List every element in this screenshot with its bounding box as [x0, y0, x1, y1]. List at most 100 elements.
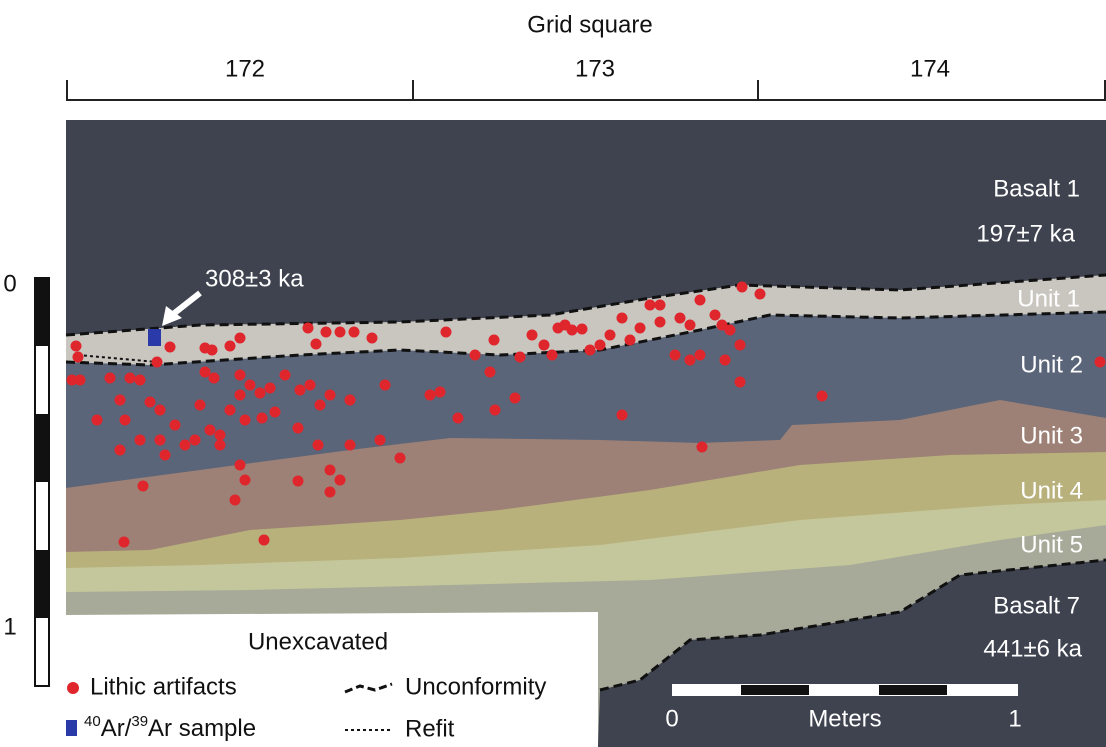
title: Grid square: [527, 11, 652, 38]
layer-label: Unit 2: [1020, 351, 1083, 378]
artifact-dot: [155, 405, 166, 416]
artifact-dot: [115, 395, 126, 406]
artifact-dot: [145, 397, 156, 408]
legend-label: 40Ar/39Ar sample: [84, 713, 256, 742]
artifact-dot: [215, 440, 226, 451]
artifact-dot: [655, 300, 666, 311]
artifact-dot: [209, 373, 220, 384]
artifact-dot: [547, 350, 558, 361]
depth-label: 0: [3, 270, 16, 297]
artifact-dot: [135, 435, 146, 446]
artifact-dot: [395, 453, 406, 464]
layer-label: Basalt 7: [993, 592, 1080, 619]
artifact-dot: [270, 407, 281, 418]
layer-age: 441±6 ka: [983, 635, 1082, 662]
layer-label: Unit 3: [1020, 422, 1083, 449]
artifact-dot: [725, 325, 736, 336]
artifact-dot: [735, 377, 746, 388]
artifact-dot: [115, 445, 126, 456]
artifact-dot: [257, 413, 268, 424]
artifact-dot: [170, 420, 181, 431]
artifact-dot: [321, 327, 332, 338]
artifact-dot: [489, 335, 500, 346]
artifact-dot: [595, 340, 606, 351]
artifact-dot: [265, 383, 276, 394]
artifact-dot: [697, 442, 708, 453]
artifact-dot: [325, 390, 336, 401]
artifact-dot: [73, 352, 84, 363]
artifact-dot: [675, 313, 686, 324]
artifact-dot: [605, 330, 616, 341]
artifact-dot: [817, 391, 828, 402]
artifact-dot: [539, 340, 550, 351]
layer-label: Unit 5: [1020, 531, 1083, 558]
artifact-dot: [695, 350, 706, 361]
legend-square: [66, 720, 77, 736]
artifact-dot: [155, 435, 166, 446]
artifact-dot: [205, 425, 216, 436]
artifact-dot: [120, 415, 131, 426]
artifact-dot: [152, 357, 163, 368]
artifact-dot: [441, 327, 452, 338]
artifact-dot: [165, 342, 176, 353]
text: Ar/: [101, 715, 132, 742]
artifact-dot: [92, 415, 103, 426]
artifact-dot: [295, 385, 306, 396]
artifact-dot: [180, 440, 191, 451]
artifact-dot: [125, 373, 136, 384]
grid-label: 174: [910, 55, 950, 82]
artifact-dot: [335, 327, 346, 338]
depth-label: 1: [3, 613, 16, 640]
artifact-dot: [303, 323, 314, 334]
artifact-dot: [235, 390, 246, 401]
artifact-dot: [1095, 357, 1106, 368]
scale-bar: [672, 684, 1018, 696]
artifact-dot: [577, 324, 588, 335]
scale-label: Meters: [808, 705, 881, 732]
artifact-dot: [235, 370, 246, 381]
scale-label: 1: [1008, 705, 1021, 732]
artifact-dot: [380, 380, 391, 391]
legend-label: Unconformity: [405, 673, 546, 700]
artifact-dot: [135, 375, 146, 386]
layer-label: Basalt 1: [993, 175, 1080, 202]
artifact-dot: [235, 333, 246, 344]
layer-age: 197±7 ka: [976, 220, 1075, 247]
artifact-dot: [230, 495, 241, 506]
artifact-dot: [685, 320, 696, 331]
artifact-dot: [311, 339, 322, 350]
artifact-dot: [225, 341, 236, 352]
artifact-dot: [235, 460, 246, 471]
artifact-dot: [617, 410, 628, 421]
artifact-dot: [245, 380, 256, 391]
artifact-dot: [335, 475, 346, 486]
sample-marker: [148, 329, 161, 346]
artifact-dot: [349, 327, 360, 338]
artifact-dot: [510, 393, 521, 404]
artifact-dot: [119, 537, 130, 548]
artifact-dot: [240, 475, 251, 486]
artifact-dot: [325, 465, 336, 476]
grid-ticks: [67, 80, 1105, 101]
artifact-dot: [720, 355, 731, 366]
artifact-dot: [655, 317, 666, 328]
artifact-dot: [138, 481, 149, 492]
artifact-dot: [345, 440, 356, 451]
sample-age: 308±3 ka: [205, 265, 304, 292]
artifact-dot: [255, 388, 266, 399]
artifact-dot: [293, 423, 304, 434]
artifact-dot: [453, 413, 464, 424]
artifact-dot: [325, 487, 336, 498]
layer-label: Unit 4: [1020, 477, 1083, 504]
artifact-dot: [635, 323, 646, 334]
artifact-dot: [485, 367, 496, 378]
artifact-dot: [259, 535, 270, 546]
artifact-dot: [490, 405, 501, 416]
artifact-dot: [645, 300, 656, 311]
artifact-dot: [215, 430, 226, 441]
artifact-dot: [190, 435, 201, 446]
artifact-dot: [280, 370, 291, 381]
artifact-dot: [710, 310, 721, 321]
cross-section: Grid square 172 173 174 308±3 ka Basalt …: [0, 0, 1106, 747]
artifact-dot: [75, 375, 86, 386]
